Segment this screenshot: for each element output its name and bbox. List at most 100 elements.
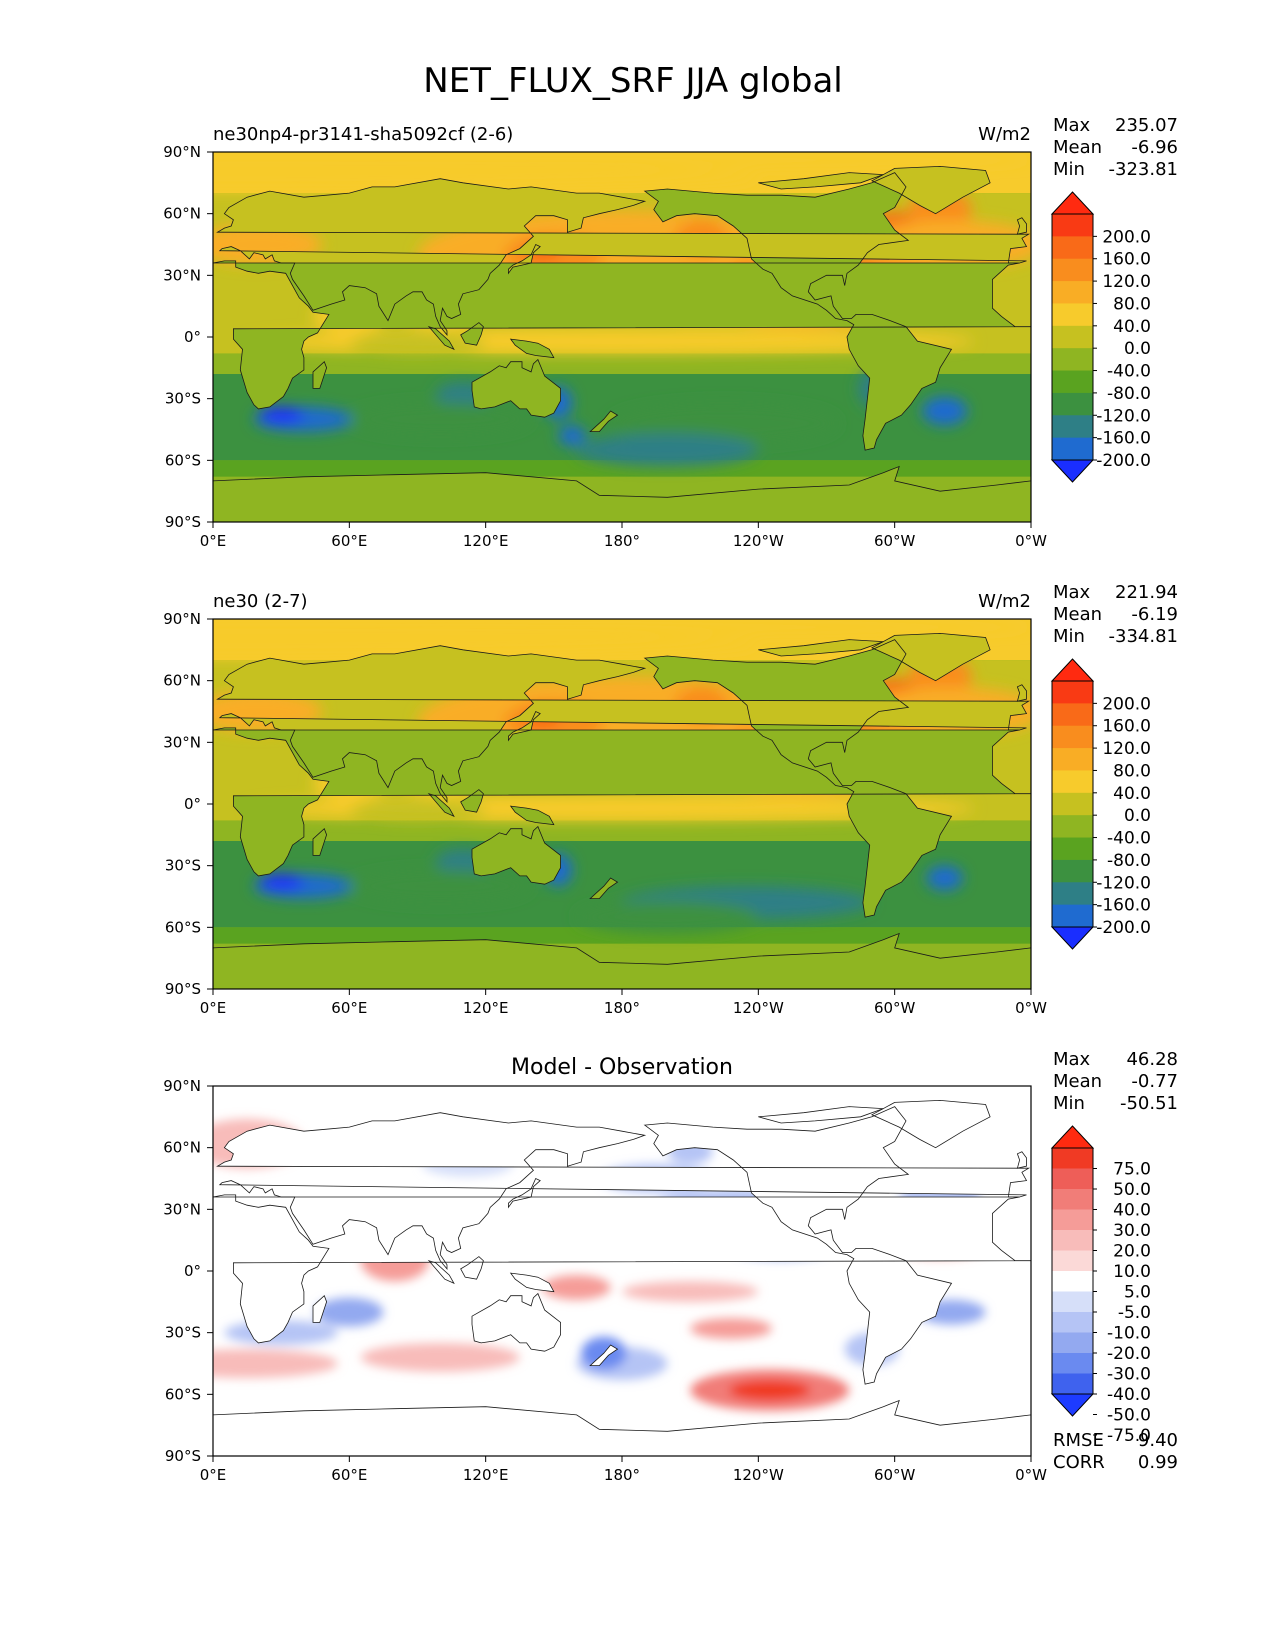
coastline-greenland <box>871 1099 991 1149</box>
colorbar-extend-max <box>1050 191 1095 215</box>
colorbar-segment <box>1052 1332 1093 1354</box>
colorbar-tick-label: 40.0 <box>1113 317 1151 337</box>
stat-label: Max <box>1053 115 1091 136</box>
colorbar-frame <box>1051 213 1094 461</box>
field-region <box>258 873 304 891</box>
colorbar-segment <box>1052 392 1093 416</box>
stat-value: -6.19 <box>1131 604 1178 625</box>
y-tick-label: 90°S <box>165 980 201 998</box>
colorbar-tick-label: 0.0 <box>1124 806 1151 826</box>
colorbar-tick-label: 0.0 <box>1124 339 1151 359</box>
land-australia <box>472 1293 561 1352</box>
coastline-newzealand <box>589 410 619 432</box>
land-fill <box>213 1100 1031 1456</box>
field-lat-band <box>213 927 1031 944</box>
colorbar-segment <box>1052 1271 1093 1292</box>
colorbar-segment <box>1052 325 1093 349</box>
land-fill <box>213 633 1031 989</box>
coastline-africa <box>213 260 1031 410</box>
coastlines <box>213 632 1031 989</box>
land-greenland <box>871 633 991 681</box>
field-lat-band <box>213 820 1031 841</box>
y-tick-label: 60°N <box>163 205 201 223</box>
colorbar-tick-label: 5.0 <box>1124 1283 1151 1303</box>
colorbar-segment <box>1052 792 1093 816</box>
x-tick-label: 0°E <box>200 532 227 550</box>
field-region <box>926 865 963 891</box>
coastline-antarctica <box>213 465 1031 522</box>
field-region <box>213 619 1031 636</box>
land-madagascar <box>313 828 327 856</box>
coastline-madagascar <box>312 828 328 856</box>
stat-value: 0.99 <box>1138 1452 1178 1473</box>
x-tick-label: 120°W <box>733 999 784 1017</box>
colorbar-tick-label: -200.0 <box>1096 918 1151 938</box>
land-britain <box>1017 217 1027 235</box>
colorbar-segment <box>1052 214 1093 237</box>
colorbar-segment <box>1052 1312 1093 1333</box>
y-tick-label: 30°N <box>163 266 201 284</box>
colorbar-segment <box>1052 748 1093 771</box>
stat-value: 221.94 <box>1115 582 1178 603</box>
colorbar-tick-label: -30.0 <box>1107 1365 1151 1385</box>
coastline-sumatra <box>427 1259 455 1285</box>
stat-label: Min <box>1053 1093 1085 1114</box>
stat-value: 9.40 <box>1138 1430 1178 1451</box>
colorbar-tick-label: 160.0 <box>1102 250 1151 270</box>
x-tick-label: 60°E <box>331 999 367 1017</box>
x-tick-label: 60°W <box>874 1466 916 1484</box>
stat-value: -334.81 <box>1109 626 1178 647</box>
colorbar-segment <box>1052 303 1093 327</box>
colorbar-tick-label: -160.0 <box>1096 429 1151 449</box>
coastline-arcticisl <box>758 639 884 657</box>
land-britain <box>1017 1151 1027 1169</box>
coastline-japan <box>508 243 541 275</box>
colorbar-segment <box>1052 815 1093 839</box>
coastlines <box>213 1099 1031 1456</box>
land-newguinea <box>510 339 554 358</box>
colorbar-segment <box>1052 904 1093 928</box>
panel-title: ne30np4-pr3141-sha5092cf (2-6) <box>213 124 513 145</box>
colorbar-tick-label: 75.0 <box>1113 1160 1151 1180</box>
colorbar-segment <box>1052 415 1093 439</box>
colorbar-segment <box>1052 370 1093 394</box>
y-tick-label: 30°N <box>163 733 201 751</box>
colorbar-tick-label: -80.0 <box>1107 384 1151 404</box>
coastline-eurasia <box>216 645 1031 804</box>
colorbar-tick-label: 40.0 <box>1113 1201 1151 1221</box>
colorbar-tick-label: 80.0 <box>1113 761 1151 781</box>
coastline-antarctica <box>213 932 1031 989</box>
panel-difference: 0°E 60°E 120°E 180° 120°W 60°W 0°W 90°N 60°N 30°N… <box>163 1049 1178 1484</box>
colorbar-tick-label: 120.0 <box>1102 739 1151 759</box>
land-sumatra <box>428 326 454 350</box>
field-region <box>576 900 759 934</box>
colorbar-tick-label: -160.0 <box>1096 896 1151 916</box>
field-region <box>690 1318 772 1339</box>
land-australia <box>472 359 561 418</box>
colorbar-extend-max <box>1050 1125 1095 1149</box>
coastline-australia <box>471 358 561 418</box>
colorbar-tick-label: -120.0 <box>1096 406 1151 426</box>
coastline-sumatra <box>427 792 455 818</box>
land-africa <box>213 1194 1031 1343</box>
coastline-australia <box>471 1292 561 1352</box>
coastline-greenland <box>871 165 991 215</box>
coastline-americas <box>643 172 953 451</box>
y-tick-label: 60°N <box>163 1139 201 1157</box>
coastline-borneo <box>460 1256 484 1280</box>
coastline-britain <box>1016 684 1027 702</box>
land-australia <box>472 826 561 885</box>
x-tick-label: 60°W <box>874 532 916 550</box>
coastline-eurasia <box>216 178 1031 337</box>
coastline-madagascar <box>312 1295 328 1323</box>
coastline-newguinea <box>509 1272 555 1293</box>
colorbar-tick-label: 80.0 <box>1113 294 1151 314</box>
land-eurasia <box>217 178 1029 335</box>
colorbar-tick-label: -10.0 <box>1107 1324 1151 1344</box>
x-tick-label: 0°W <box>1015 532 1047 550</box>
colorbar-segment <box>1052 1209 1093 1231</box>
colorbar-tick-label: -80.0 <box>1107 851 1151 871</box>
coastline-japan <box>508 1177 541 1209</box>
